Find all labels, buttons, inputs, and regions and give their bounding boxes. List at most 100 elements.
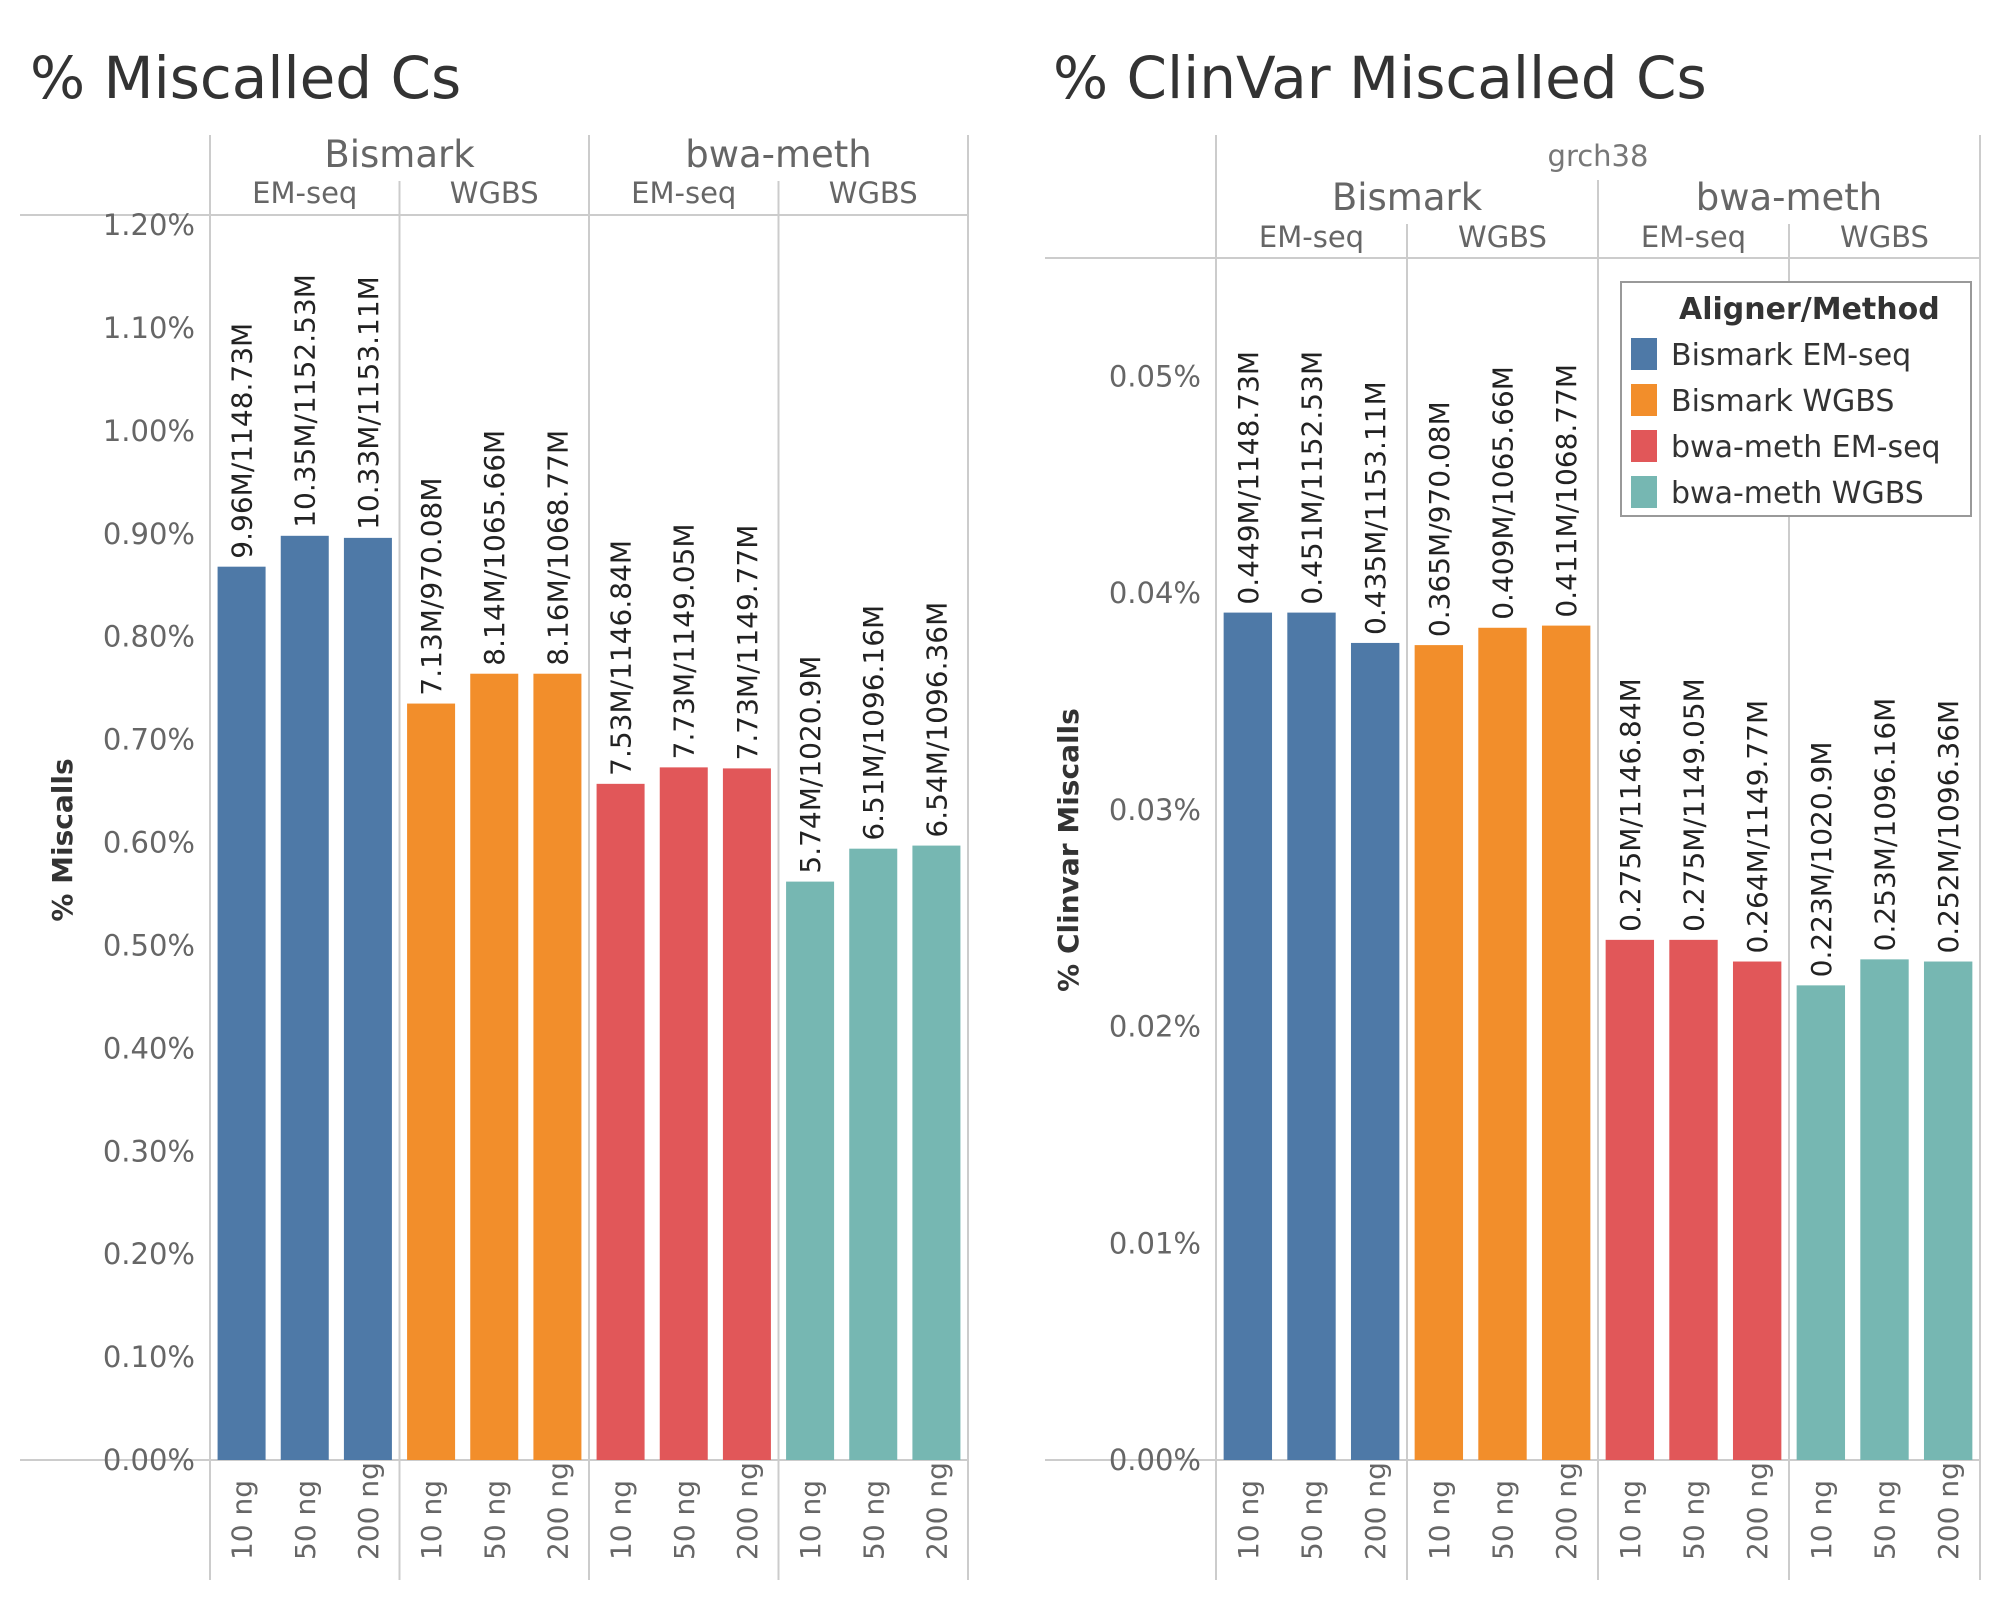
bar-bismark-wgbs-10ng[interactable]: [407, 703, 456, 1460]
bar-data-label: 6.54M/1096.36M: [920, 602, 953, 838]
bar-bwa-meth-em-seq-10ng[interactable]: [1605, 939, 1655, 1460]
bar-bwa-meth-em-seq-10ng[interactable]: [596, 783, 645, 1460]
x-tick-label: 10 ng: [1614, 1480, 1647, 1560]
x-tick-label: 50 ng: [1678, 1480, 1711, 1560]
y-tick-label: 0.00%: [1109, 1443, 1201, 1477]
x-tick-label: 200 ng: [920, 1462, 953, 1560]
header-aligner: bwa-meth: [1696, 176, 1883, 219]
x-tick-label: 10 ng: [415, 1480, 448, 1560]
legend-item-label: Bismark EM-seq: [1671, 338, 1911, 373]
bar-data-label: 0.451M/1152.53M: [1296, 351, 1329, 605]
bar-data-label: 9.96M/1148.73M: [226, 323, 259, 559]
legend-item-label: Bismark WGBS: [1671, 384, 1894, 419]
bar-bismark-wgbs-50ng[interactable]: [470, 673, 519, 1460]
x-tick-label: 50 ng: [668, 1480, 701, 1560]
x-tick-label: 200 ng: [1741, 1462, 1774, 1560]
bar-bwa-meth-wgbs-200ng[interactable]: [912, 845, 961, 1460]
bar-data-label: 7.73M/1149.05M: [668, 523, 701, 759]
header-method: WGBS: [1458, 220, 1547, 254]
x-tick-label: 200 ng: [1359, 1462, 1392, 1560]
bar-data-label: 8.14M/1065.66M: [478, 430, 511, 666]
header-method: WGBS: [450, 176, 539, 210]
y-tick-label: 0.70%: [103, 723, 195, 757]
y-tick-label: 0.30%: [103, 1134, 195, 1168]
y-tick-label: 0.04%: [1109, 576, 1201, 610]
x-tick-label: 10 ng: [1423, 1480, 1456, 1560]
bar-data-label: 0.435M/1153.11M: [1359, 381, 1392, 635]
header-method: EM-seq: [1641, 220, 1746, 254]
bar-bwa-meth-em-seq-50ng[interactable]: [659, 767, 708, 1460]
header-aligner: Bismark: [324, 133, 475, 176]
bar-bismark-em-seq-10ng[interactable]: [217, 566, 266, 1460]
x-tick-label: 10 ng: [605, 1480, 638, 1560]
x-tick-label: 200 ng: [1932, 1462, 1965, 1560]
bar-bwa-meth-wgbs-50ng[interactable]: [849, 848, 898, 1460]
bar-data-label: 10.33M/1153.11M: [352, 276, 385, 530]
header-method: EM-seq: [631, 176, 736, 210]
y-tick-label: 0.90%: [103, 517, 195, 551]
legend: Aligner/Method Bismark EM-seq Bismark WGBS…: [1620, 281, 1972, 517]
bar-bismark-wgbs-200ng[interactable]: [1541, 625, 1591, 1460]
bar-data-label: 5.74M/1020.9M: [794, 656, 827, 874]
header-method: WGBS: [1840, 220, 1929, 254]
x-tick-label: 50 ng: [478, 1480, 511, 1560]
x-tick-label: 50 ng: [1487, 1480, 1520, 1560]
bar-data-label: 0.264M/1149.77M: [1741, 700, 1774, 954]
bar-data-label: 0.449M/1148.73M: [1232, 351, 1265, 605]
bar-data-label: 0.253M/1096.16M: [1869, 698, 1902, 952]
chart-title: % Miscalled Cs: [30, 44, 461, 112]
bar-bismark-wgbs-50ng[interactable]: [1478, 627, 1527, 1460]
x-tick-label: 10 ng: [1232, 1480, 1265, 1560]
bar-bwa-meth-wgbs-10ng[interactable]: [786, 881, 835, 1460]
bar-data-label: 0.275M/1146.84M: [1614, 678, 1647, 932]
legend-item-label: bwa-meth EM-seq: [1671, 430, 1941, 465]
y-tick-label: 0.60%: [103, 826, 195, 860]
bar-data-label: 7.53M/1146.84M: [605, 540, 638, 776]
y-tick-label: 0.20%: [103, 1237, 195, 1271]
bar-bwa-meth-em-seq-50ng[interactable]: [1669, 939, 1718, 1460]
y-tick-label: 1.20%: [103, 208, 195, 242]
bar-data-label: 7.73M/1149.77M: [731, 525, 764, 761]
bar-data-label: 10.35M/1152.53M: [289, 274, 322, 528]
x-tick-label: 200 ng: [731, 1462, 764, 1560]
bar-data-label: 0.409M/1065.66M: [1487, 366, 1520, 620]
chart-title: % ClinVar Miscalled Cs: [1053, 44, 1707, 112]
bar-bismark-wgbs-10ng[interactable]: [1414, 645, 1464, 1460]
bar-bwa-meth-em-seq-200ng[interactable]: [1732, 961, 1782, 1460]
bar-bwa-meth-wgbs-50ng[interactable]: [1860, 959, 1909, 1460]
x-tick-label: 200 ng: [541, 1462, 574, 1560]
bar-data-label: 0.411M/1068.77M: [1550, 364, 1583, 618]
bar-bismark-em-seq-50ng[interactable]: [1287, 612, 1336, 1460]
chart-panel-2: % ClinVar Miscalled Csgrch38BismarkEM-se…: [1045, 44, 1981, 1580]
bar-bismark-em-seq-50ng[interactable]: [280, 535, 329, 1460]
y-axis-label: % Clinvar Miscalls: [1052, 708, 1085, 992]
y-tick-label: 0.03%: [1109, 793, 1201, 827]
bar-bwa-meth-wgbs-200ng[interactable]: [1923, 961, 1973, 1460]
y-tick-label: 0.02%: [1109, 1010, 1201, 1044]
bar-bismark-em-seq-200ng[interactable]: [343, 537, 392, 1460]
x-tick-label: 50 ng: [1869, 1480, 1902, 1560]
y-tick-label: 1.00%: [103, 414, 195, 448]
legend-item-label: bwa-meth WGBS: [1671, 476, 1924, 511]
bar-bwa-meth-em-seq-200ng[interactable]: [722, 768, 771, 1460]
bar-data-label: 0.365M/970.08M: [1423, 401, 1456, 637]
x-tick-label: 50 ng: [289, 1480, 322, 1560]
header-aligner: Bismark: [1332, 176, 1483, 219]
y-tick-label: 0.50%: [103, 928, 195, 962]
bar-data-label: 6.51M/1096.16M: [857, 605, 890, 841]
bar-bwa-meth-wgbs-10ng[interactable]: [1796, 985, 1846, 1460]
legend-swatch: [1631, 384, 1657, 416]
bar-bismark-em-seq-200ng[interactable]: [1350, 642, 1400, 1460]
header-aligner: bwa-meth: [685, 133, 872, 176]
bar-data-label: 8.16M/1068.77M: [541, 430, 574, 666]
x-tick-label: 200 ng: [352, 1462, 385, 1560]
bar-data-label: 0.252M/1096.36M: [1932, 700, 1965, 954]
bar-bismark-em-seq-10ng[interactable]: [1223, 612, 1273, 1460]
legend-box: [1620, 281, 1972, 517]
header-method: EM-seq: [1259, 220, 1364, 254]
legend-swatch: [1631, 476, 1657, 508]
bar-bismark-wgbs-200ng[interactable]: [533, 673, 582, 1460]
legend-title: Aligner/Method: [1679, 292, 1940, 327]
